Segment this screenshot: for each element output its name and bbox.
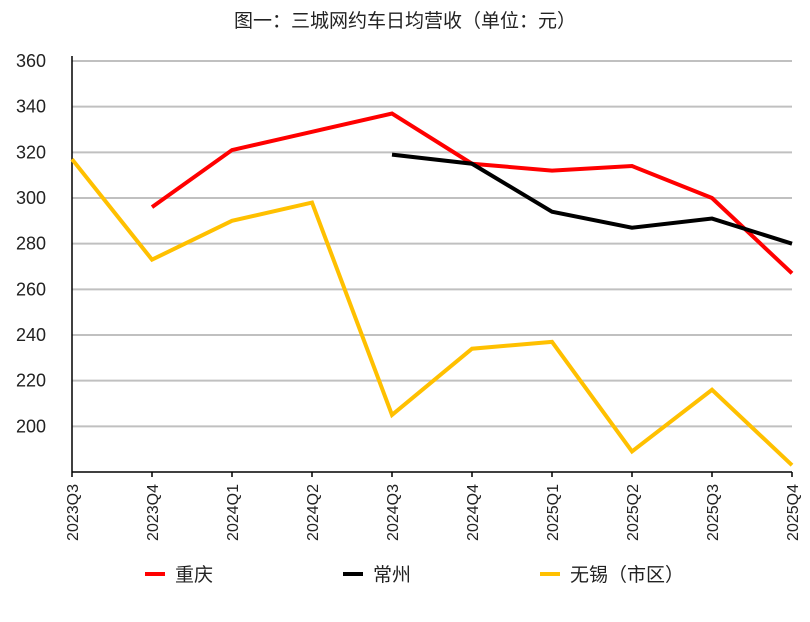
x-tick-label: 2023Q4 [145,484,162,541]
x-tick-label: 2024Q4 [465,484,482,541]
y-tick-label: 280 [16,234,46,254]
legend-swatch-red [145,571,165,576]
y-tick-label: 200 [16,416,46,436]
x-tick-label: 2024Q3 [385,484,402,541]
y-tick-label: 300 [16,188,46,208]
legend-item-changzhou: 常州 [343,560,411,587]
legend: 重庆 常州 无锡（市区） [0,560,810,590]
x-tick-label: 2025Q1 [545,484,562,541]
y-tick-label: 360 [16,51,46,71]
legend-swatch-yellow [540,571,560,576]
y-tick-label: 220 [16,371,46,391]
y-tick-label: 260 [16,279,46,299]
legend-label: 无锡（市区） [570,564,685,586]
series-line [70,157,794,467]
legend-label: 常州 [373,564,412,586]
series-line [391,152,793,246]
x-tick-label: 2023Q3 [65,484,82,541]
y-tick-label: 240 [16,325,46,345]
y-tick-label: 340 [16,97,46,117]
x-tick-label: 2024Q2 [305,484,322,541]
line-chart: 200 220 240 260 280 300 320 340 360 2023Q3 2023Q4 2… [16,51,802,541]
legend-label: 重庆 [175,564,214,586]
x-tick-label: 2025Q4 [785,484,802,541]
series-line [150,111,794,275]
legend-item-chongqing: 重庆 [145,560,213,587]
legend-item-wuxi: 无锡（市区） [540,560,684,587]
chart-title: 图一：三城网约车日均营收（单位：元） [233,10,576,32]
x-tick-label: 2025Q2 [625,484,642,541]
y-tick-label: 320 [16,142,46,162]
x-tick-label: 2024Q1 [225,484,242,541]
legend-swatch-black [343,571,363,576]
x-tick-label: 2025Q3 [705,484,722,541]
